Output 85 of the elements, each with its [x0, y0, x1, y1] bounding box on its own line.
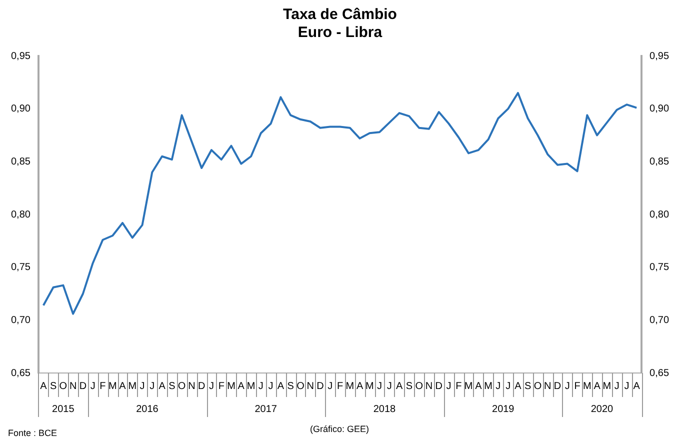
x-tick-label: J	[90, 380, 96, 392]
y2-tick-label: 0,95	[650, 50, 670, 62]
x-tick-label: M	[108, 380, 117, 392]
x-tick-label: N	[188, 380, 196, 392]
x-tick-label: F	[100, 380, 106, 392]
y-tick-label: 0,75	[10, 262, 31, 274]
x-tick-label: F	[456, 380, 462, 392]
x-tick-label: J	[446, 380, 452, 392]
x-tick-label: M	[246, 380, 256, 392]
x-tick-label: O	[178, 380, 186, 392]
x-tick-label: A	[356, 380, 364, 392]
x-tick-label: A	[238, 380, 245, 392]
y-tick-label: 0,85	[10, 156, 31, 168]
x-tick-label: J	[150, 380, 155, 392]
x-tick-label: J	[258, 380, 264, 392]
x-tick-label: M	[365, 380, 374, 392]
x-tick-label: S	[524, 380, 532, 392]
x-tick-label: J	[386, 380, 392, 392]
x-tick-label: M	[128, 380, 137, 392]
x-tick-label: S	[406, 380, 413, 392]
chart-title: Taxa de Câmbio	[283, 6, 397, 24]
x-tick-label: F	[336, 380, 344, 392]
x-tick-label: N	[306, 380, 314, 392]
x-tick-label: J	[268, 380, 274, 392]
x-tick-label: J	[140, 380, 145, 392]
x-tick-label: J	[506, 380, 511, 392]
text: 2018	[373, 404, 396, 415]
y2-tick-label: 0,75	[650, 262, 670, 274]
text: 2017	[254, 404, 278, 415]
x-tick-label: O	[59, 380, 68, 392]
text: 2016	[136, 404, 159, 415]
x-tick-label: M	[346, 380, 354, 392]
y2-tick-label: 0,90	[650, 104, 670, 115]
x-tick-label: D	[316, 380, 324, 392]
x-tick-label: A	[40, 380, 48, 392]
x-tick-label: O	[534, 380, 542, 392]
text: 2020	[590, 404, 614, 415]
x-tick-label: O	[415, 380, 424, 392]
x-tick-label: A	[594, 380, 601, 392]
x-tick-label: D	[554, 380, 562, 392]
y-tick-label: 0,70	[10, 314, 31, 326]
x-tick-label: D	[198, 380, 206, 392]
chart-subtitle: Euro - Libra	[298, 24, 383, 42]
y-tick-label: 0,80	[10, 209, 31, 220]
x-tick-label: J	[208, 380, 214, 392]
x-tick-label: S	[287, 380, 294, 392]
text: (Gráfico: GEE)	[310, 424, 370, 434]
x-tick-label: J	[564, 380, 570, 392]
x-tick-label: D	[435, 380, 442, 392]
x-tick-label: F	[574, 380, 580, 392]
text: 2019	[492, 404, 515, 415]
x-tick-label: N	[69, 380, 77, 392]
y-tick-label: 0,65	[10, 368, 31, 379]
y2-tick-label: 0,70	[650, 314, 670, 326]
x-tick-label: D	[79, 380, 87, 392]
x-tick-label: M	[484, 380, 492, 392]
x-tick-label: M	[464, 380, 473, 392]
y2-tick-label: 0,85	[650, 156, 670, 168]
x-tick-label: J	[624, 380, 630, 392]
x-tick-label: A	[396, 380, 403, 392]
x-tick-label: M	[602, 380, 612, 392]
x-tick-label: J	[328, 380, 333, 392]
x-tick-label: J	[377, 380, 382, 392]
x-tick-label: S	[50, 380, 57, 392]
x-tick-label: A	[475, 380, 482, 392]
x-tick-label: A	[277, 380, 284, 392]
x-tick-label: A	[158, 380, 166, 392]
text: 2015	[52, 404, 75, 415]
x-tick-label: N	[425, 380, 433, 392]
source-note: Fonte : BCE	[8, 428, 58, 438]
x-tick-label: A	[119, 380, 126, 392]
y2-tick-label: 0,80	[650, 209, 670, 220]
x-tick-label: J	[496, 380, 501, 392]
y-tick-label: 0,95	[10, 50, 31, 62]
y2-tick-label: 0,65	[650, 368, 670, 379]
x-tick-label: M	[227, 380, 236, 392]
x-tick-label: J	[614, 380, 620, 392]
x-tick-label: A	[514, 380, 522, 392]
x-tick-label: N	[544, 380, 552, 392]
x-tick-label: S	[168, 380, 176, 392]
x-tick-label: F	[218, 380, 224, 392]
x-tick-label: M	[582, 380, 592, 392]
y-tick-label: 0,90	[10, 104, 31, 115]
x-tick-label: O	[296, 380, 305, 392]
x-tick-label: A	[633, 380, 640, 392]
